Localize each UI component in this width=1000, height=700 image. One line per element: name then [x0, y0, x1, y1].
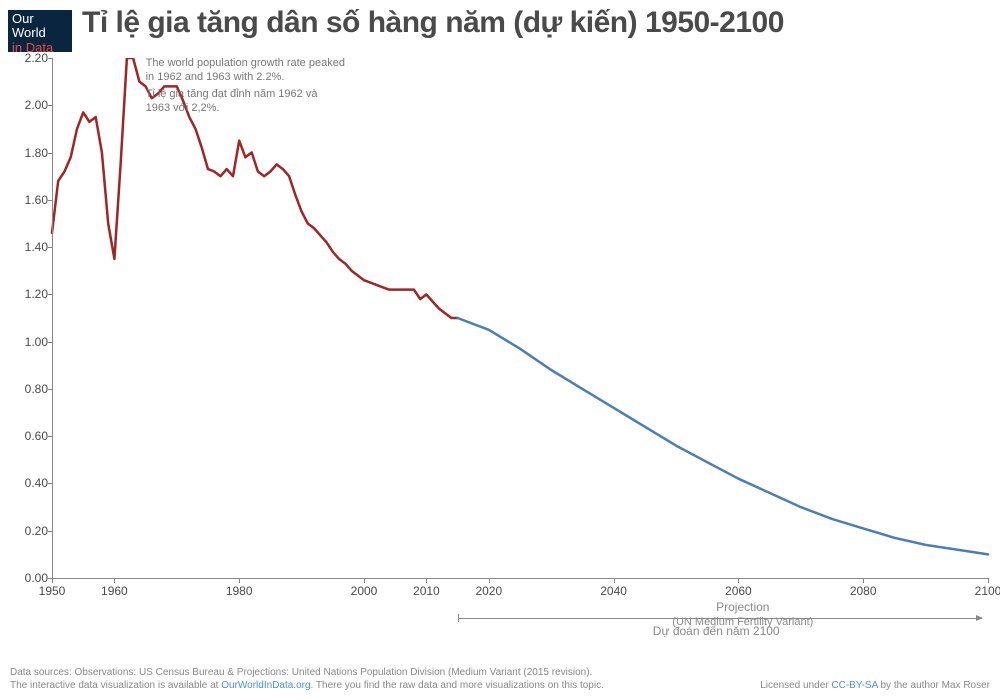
source-link[interactable]: OurWorldInData.org — [221, 680, 310, 691]
owid-logo: Our World in Data — [8, 10, 72, 52]
x-tick-label: 2060 — [725, 584, 752, 598]
x-axis — [52, 578, 988, 579]
y-tick-label: 1.40 — [14, 240, 48, 254]
x-tick-label: 2010 — [413, 584, 440, 598]
y-tick-label: 0.80 — [14, 382, 48, 396]
x-tick-label: 2040 — [600, 584, 627, 598]
y-tick-label: 0.00 — [14, 571, 48, 585]
license-link[interactable]: CC-BY-SA — [831, 680, 877, 691]
x-tick-label: 1950 — [39, 584, 66, 598]
y-tick-label: 0.20 — [14, 524, 48, 538]
peak-annotation: The world population growth rate peakedi… — [146, 56, 345, 115]
y-tick-label: 2.00 — [14, 98, 48, 112]
y-tick-label: 2.20 — [14, 51, 48, 65]
y-tick-label: 1.20 — [14, 287, 48, 301]
x-tick-label: 2100 — [975, 584, 1000, 598]
y-tick-label: 1.00 — [14, 335, 48, 349]
chart-area: 0.00 0.20 0.40 0.60 0.80 1.00 1.20 1.40 1.60 1.80… — [8, 58, 992, 618]
y-tick-label: 1.60 — [14, 193, 48, 207]
chart-footer: Data sources: Observations: US Census Bu… — [10, 666, 990, 692]
footer-license: Licensed under CC-BY-SA by the author Ma… — [760, 679, 990, 692]
y-tick-label: 1.80 — [14, 146, 48, 160]
x-tick-label: 2020 — [475, 584, 502, 598]
chart-container: Our World in Data Tỉ lệ gia tăng dân số … — [0, 0, 1000, 700]
series-projection — [458, 318, 988, 554]
logo-top: Our World — [12, 12, 68, 41]
line-plot — [8, 58, 992, 582]
x-tick-label: 2000 — [351, 584, 378, 598]
projection-label-vi: Dự đoán đến năm 2100 — [653, 624, 780, 638]
x-tick-label: 2080 — [850, 584, 877, 598]
y-tick-label: 0.60 — [14, 429, 48, 443]
y-tick-label: 0.40 — [14, 476, 48, 490]
x-tick-label: 1980 — [226, 584, 253, 598]
chart-title: Tỉ lệ gia tăng dân số hàng năm (dự kiến)… — [82, 6, 784, 40]
x-tick-label: 1960 — [101, 584, 128, 598]
footer-line1: Data sources: Observations: US Census Bu… — [10, 666, 990, 679]
y-axis — [52, 58, 53, 578]
